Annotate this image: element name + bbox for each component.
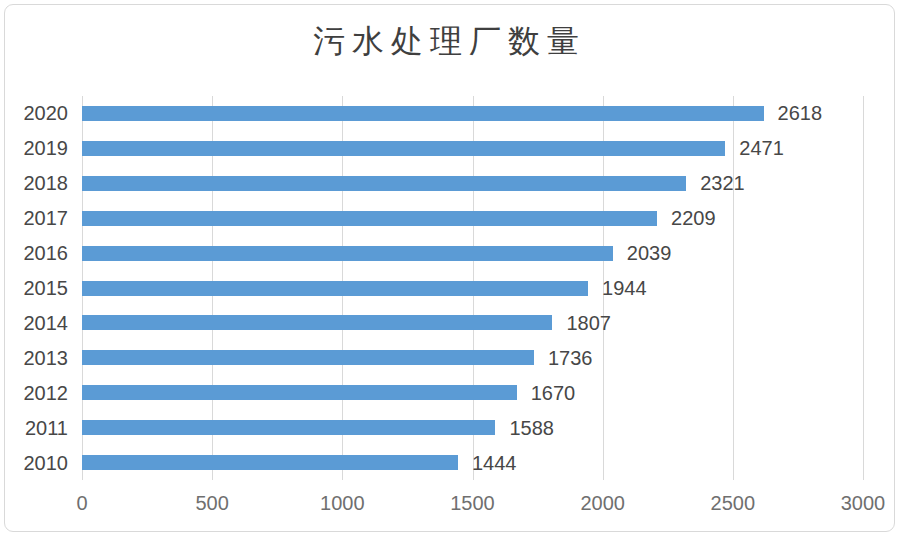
value-label-2017: 2209 [671,208,716,228]
category-label-2019: 2019 [4,138,68,158]
value-label-2019: 2471 [739,138,784,158]
value-label-2020: 2618 [778,103,823,123]
value-label-2016: 2039 [627,243,672,263]
category-label-2015: 2015 [4,278,68,298]
bar-2010 [82,455,458,470]
value-label-2012: 1670 [531,383,576,403]
value-label-2010: 1444 [472,453,517,473]
bar-2013 [82,350,534,365]
bar-2011 [82,420,495,435]
x-tick-label-2500: 2500 [693,492,773,514]
category-label-2012: 2012 [4,383,68,403]
value-label-2015: 1944 [602,278,647,298]
chart-title: 污水处理厂数量 [0,20,899,64]
gridline-x-3000 [863,96,864,480]
chart-canvas: 污水处理厂数量 2618 2471 2321 2209 2039 1944 1807 1736… [0,0,899,540]
bar-2014 [82,315,552,330]
value-label-2018: 2321 [700,173,745,193]
category-label-2017: 2017 [4,208,68,228]
bar-2018 [82,176,686,191]
x-tick-label-1000: 1000 [302,492,382,514]
bar-2012 [82,385,517,400]
value-label-2011: 1588 [509,418,554,438]
category-label-2011: 2011 [4,418,68,438]
category-label-2010: 2010 [4,453,68,473]
gridline-x-2500 [733,96,734,480]
category-label-2014: 2014 [4,313,68,333]
value-label-2014: 1807 [566,313,611,333]
category-label-2016: 2016 [4,243,68,263]
plot-area: 2618 2471 2321 2209 2039 1944 1807 1736 1670 1588… [82,96,863,480]
bar-2019 [82,141,725,156]
x-tick-label-2000: 2000 [563,492,643,514]
bar-2016 [82,246,613,261]
category-label-2020: 2020 [4,103,68,123]
category-label-2013: 2013 [4,348,68,368]
value-label-2013: 1736 [548,348,593,368]
x-tick-label-0: 0 [42,492,122,514]
x-tick-label-3000: 3000 [823,492,899,514]
category-label-2018: 2018 [4,173,68,193]
bar-2017 [82,211,657,226]
x-tick-label-1500: 1500 [433,492,513,514]
bar-2020 [82,106,764,121]
bar-2015 [82,281,588,296]
x-tick-label-500: 500 [172,492,252,514]
